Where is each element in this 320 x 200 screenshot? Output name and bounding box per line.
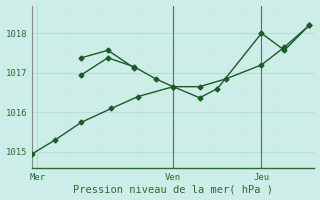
X-axis label: Pression niveau de la mer( hPa ): Pression niveau de la mer( hPa ) [73, 184, 273, 194]
